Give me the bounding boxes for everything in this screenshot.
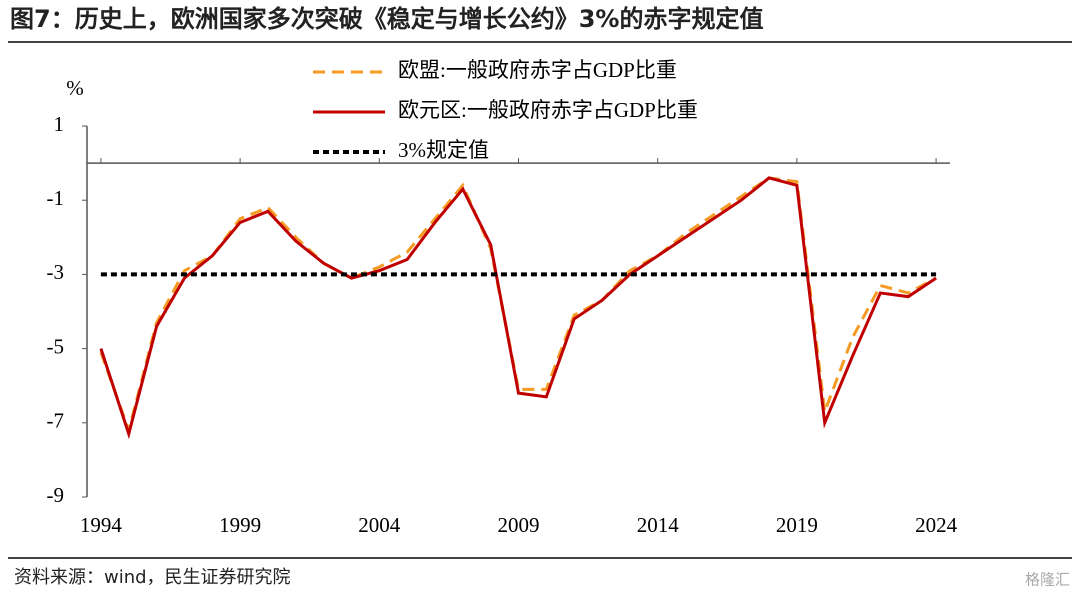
legend-label: 欧盟:一般政府赤字占GDP比重 xyxy=(398,58,677,82)
y-tick-label: 1 xyxy=(54,112,65,136)
x-tick-label: 2009 xyxy=(498,513,540,537)
plot: 1 -1 -3 -5 -7 -9 1994 1999 2004 2009 2014 2019 2024 欧… xyxy=(47,58,958,537)
title: 图7：历史上，欧洲国家多次突破《稳定与增长公约》3%的赤字规定值 xyxy=(10,5,763,33)
y-tick-label: -3 xyxy=(47,260,65,284)
y-tick-label: -1 xyxy=(47,186,65,210)
watermark: 格隆汇 xyxy=(1025,571,1070,589)
y-axis-label: % xyxy=(66,76,84,100)
source: 资料来源：wind，民生证券研究院 xyxy=(14,567,291,588)
y-tick-label: -7 xyxy=(47,409,65,433)
x-tick-label: 2004 xyxy=(358,513,401,537)
legend-label: 欧元区:一般政府赤字占GDP比重 xyxy=(398,98,698,122)
series-line xyxy=(99,176,937,436)
x-tick-label: 2019 xyxy=(776,513,818,537)
y-tick-label: -9 xyxy=(47,483,65,507)
x-tick-label: 1999 xyxy=(219,513,261,537)
x-tick-label: 2024 xyxy=(915,513,958,537)
legend-label: 3%规定值 xyxy=(398,138,489,162)
x-tick-label: 1994 xyxy=(80,513,123,537)
y-tick-label: -5 xyxy=(47,334,65,358)
x-tick-label: 2014 xyxy=(637,513,680,537)
series-line xyxy=(99,176,937,440)
